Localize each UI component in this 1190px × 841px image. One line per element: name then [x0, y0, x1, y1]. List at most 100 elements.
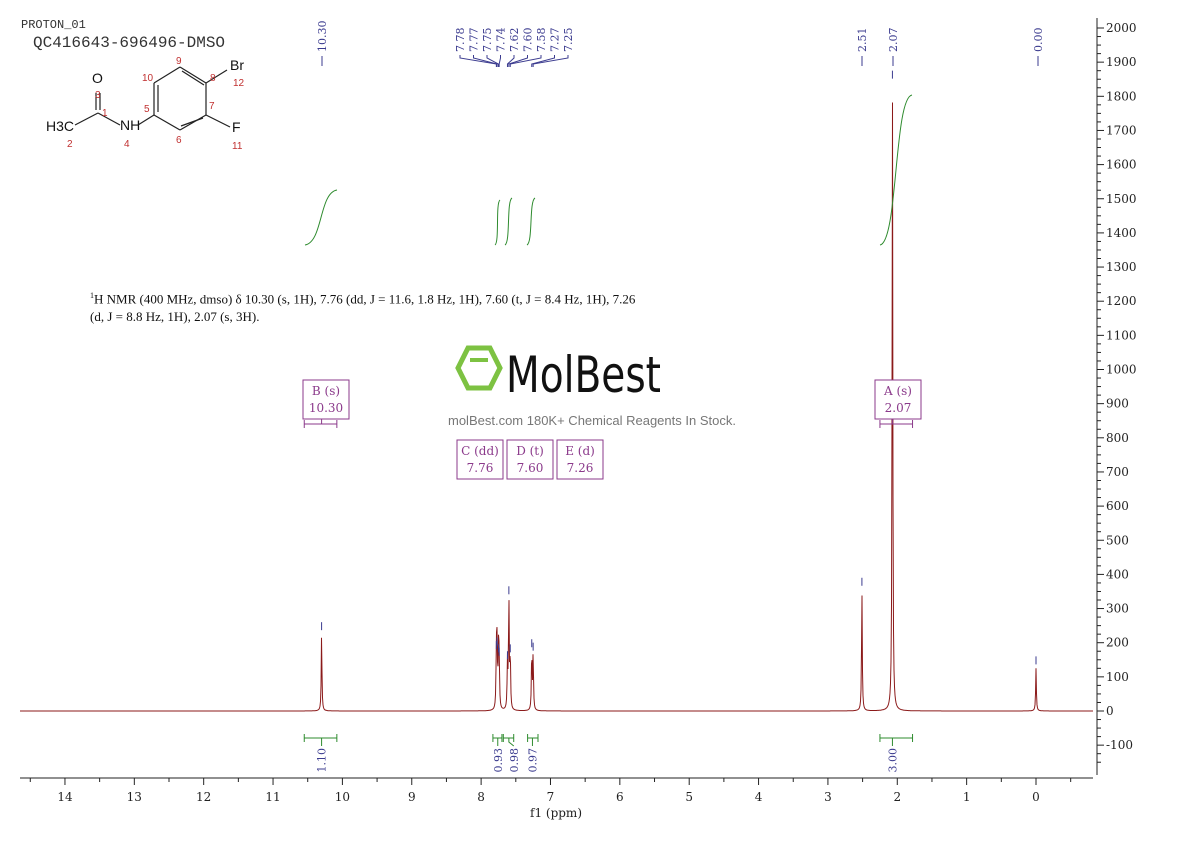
x-tick-label: 1	[963, 790, 971, 804]
watermark-brand: MolBest	[506, 346, 661, 400]
x-tick-label: 4	[755, 790, 763, 804]
integral-stem	[508, 738, 515, 747]
multiplet-box	[302, 379, 350, 420]
peak-label-line	[509, 55, 542, 67]
y-tick-label: 1400	[1106, 226, 1137, 240]
atom-number: 9	[176, 56, 182, 67]
atom-label: O	[92, 70, 103, 86]
molbest-logo: MolBest	[455, 345, 661, 400]
peak-label-line	[506, 55, 515, 67]
y-tick-label: 300	[1106, 602, 1129, 616]
peak-label-line	[486, 55, 499, 67]
y-tick-label: 1500	[1106, 192, 1137, 206]
chemical-structure: O H3C NH Br F 3 1 2 4 5 10 9 8 12 7 6 11	[46, 56, 245, 152]
spectrum-trace	[20, 102, 1093, 712]
x-tick-label: 10	[335, 790, 350, 804]
y-tick-label: 800	[1106, 431, 1129, 445]
peak-label: 7.74	[495, 28, 508, 53]
x-tick-label: 2	[893, 790, 901, 804]
multiplet-shift: 10.30	[309, 401, 343, 415]
multiplet-box	[874, 379, 922, 420]
x-tick-label: 0	[1032, 790, 1040, 804]
atom-number: 1	[102, 108, 108, 119]
atom-number: 7	[209, 101, 215, 112]
peak-label: 7.25	[562, 28, 575, 53]
peak-label-line	[531, 55, 555, 67]
multiplet-shift: 7.60	[517, 461, 544, 475]
x-tick-label: 9	[408, 790, 416, 804]
atom-number: 6	[176, 135, 182, 146]
peak-label: 7.60	[522, 28, 535, 53]
atom-number: 2	[67, 139, 73, 150]
y-tick-label: 1600	[1106, 158, 1137, 172]
atom-number: 4	[124, 139, 130, 150]
y-tick-label: 0	[1106, 704, 1114, 718]
integral-label: 0.93	[492, 748, 505, 773]
peak-label-line	[498, 55, 501, 67]
integral-label: 3.00	[886, 748, 899, 773]
multiplet-id: C (dd)	[461, 444, 499, 458]
peak-label: 7.27	[549, 28, 562, 53]
integral-label: 0.97	[526, 748, 539, 773]
atom-number: 5	[144, 104, 150, 115]
x-tick-label: 3	[824, 790, 832, 804]
multiplet-id: E (d)	[565, 444, 595, 458]
x-tick-label: 11	[265, 790, 280, 804]
peak-label-line	[532, 55, 569, 67]
atom-label: F	[232, 119, 241, 135]
y-tick-label: 400	[1106, 567, 1129, 581]
peak-label: 7.62	[508, 28, 521, 53]
peak-label: 2.51	[856, 28, 869, 53]
atom-number: 8	[210, 73, 216, 84]
peak-label-line	[473, 55, 498, 67]
x-tick-label: 12	[196, 790, 211, 804]
peak-label: 7.58	[535, 28, 548, 53]
x-tick-label: 8	[477, 790, 485, 804]
y-tick-label: -100	[1106, 738, 1133, 752]
integral-label: 1.10	[316, 748, 329, 773]
experiment-name: PROTON_01	[21, 18, 86, 32]
multiplet-id: B (s)	[312, 384, 340, 398]
multiplet-id: D (t)	[516, 444, 544, 458]
peak-label: 0.00	[1032, 28, 1045, 53]
peak-label-line	[508, 55, 528, 67]
integral-label: 0.98	[508, 748, 521, 773]
integral-curve	[879, 94, 913, 246]
sample-name: QC416643-696496-DMSO	[33, 34, 226, 52]
y-tick-label: 1700	[1106, 123, 1137, 137]
nmr-description: 1H NMR (400 MHz, dmso) δ 10.30 (s, 1H), …	[90, 291, 636, 325]
peak-label: 7.77	[468, 28, 481, 53]
y-tick-label: 500	[1106, 533, 1129, 547]
y-tick-label: 1000	[1106, 363, 1137, 377]
y-tick-label: 900	[1106, 397, 1129, 411]
integral-curve	[504, 197, 513, 246]
multiplet-shift: 7.26	[567, 461, 594, 475]
multiplet-shift: 2.07	[885, 401, 912, 415]
atom-label: H3C	[46, 118, 74, 134]
peak-label-line	[459, 55, 497, 67]
peak-label: 7.78	[454, 28, 467, 53]
y-tick-label: 1300	[1106, 260, 1137, 274]
x-axis-label: f1 (ppm)	[530, 806, 582, 820]
atom-number: 12	[233, 78, 245, 89]
x-tick-label: 7	[547, 790, 555, 804]
y-tick-label: 100	[1106, 670, 1129, 684]
x-tick-label: 13	[127, 790, 142, 804]
peak-label: 7.75	[481, 28, 494, 53]
multiplet-box	[556, 439, 604, 480]
y-tick-label: 600	[1106, 499, 1129, 513]
multiplet-box	[456, 439, 504, 480]
y-tick-label: 200	[1106, 636, 1129, 650]
y-tick-label: 1200	[1106, 294, 1137, 308]
y-tick-label: 1900	[1106, 55, 1137, 69]
watermark-tagline: molBest.com 180K+ Chemical Reagents In S…	[448, 413, 736, 428]
atom-number: 11	[232, 141, 243, 152]
peak-label: 2.07	[887, 28, 900, 53]
y-tick-label: 2000	[1106, 21, 1137, 35]
integral-curve	[494, 199, 501, 246]
atom-number: 3	[95, 90, 101, 101]
integral-curve	[526, 197, 536, 246]
y-tick-label: 700	[1106, 465, 1129, 479]
multiplet-shift: 7.76	[467, 461, 494, 475]
